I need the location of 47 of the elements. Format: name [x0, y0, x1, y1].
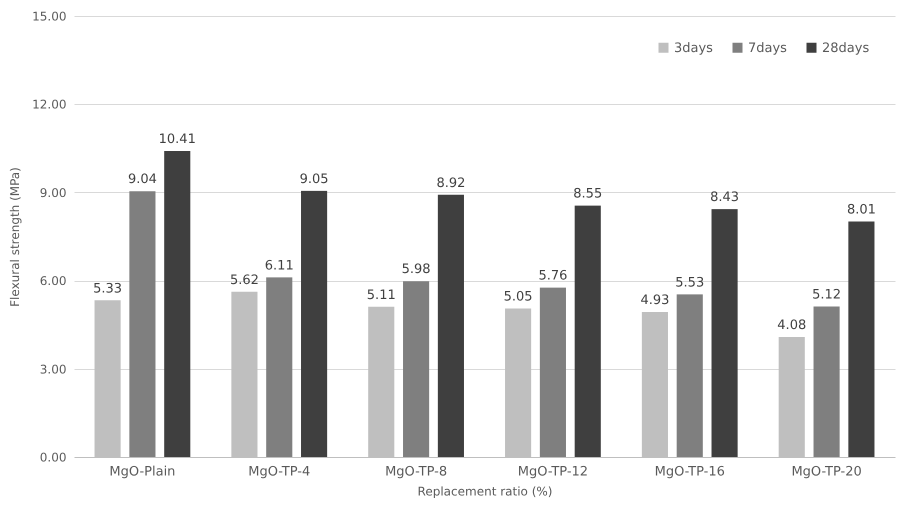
bar [540, 288, 566, 457]
data-label: 9.05 [300, 172, 329, 187]
data-label: 8.55 [573, 186, 602, 202]
x-tick-label: MgO-TP-4 [248, 464, 310, 480]
bar [164, 150, 190, 457]
data-label: 8.43 [710, 190, 740, 206]
data-label: 5.62 [230, 272, 259, 288]
y-tick-label: 3.00 [40, 362, 66, 376]
data-label: 4.08 [777, 318, 806, 334]
y-tick-label: 9.00 [40, 186, 66, 200]
bar [814, 306, 840, 457]
data-label: 5.12 [812, 287, 842, 302]
x-tick-label: MgO-TP-16 [654, 464, 725, 480]
legend-label: 7days [748, 40, 788, 56]
bar [676, 294, 703, 457]
x-tick-label: MgO-Plain [109, 464, 176, 480]
data-label: 5.98 [402, 262, 431, 278]
bar [848, 222, 874, 457]
x-tick-label: MgO-TP-12 [518, 464, 588, 480]
bar [438, 194, 464, 457]
x-tick-label: MgO-TP-8 [385, 464, 448, 480]
data-label: 9.04 [128, 172, 157, 188]
data-label: 6.11 [264, 258, 294, 274]
legend-label: 3days [674, 40, 714, 56]
bar [574, 206, 601, 457]
bar [403, 281, 430, 457]
y-tick-label: 12.00 [32, 98, 66, 112]
y-tick-label: 15.00 [32, 10, 66, 24]
bar [266, 277, 292, 457]
data-label: 5.33 [93, 281, 122, 296]
data-label: 4.93 [640, 293, 670, 308]
data-label: 8.01 [846, 202, 876, 218]
data-label: 8.92 [436, 176, 466, 191]
y-tick-label: 6.00 [40, 274, 66, 288]
bar [712, 209, 738, 457]
bar [129, 191, 156, 457]
legend-label: 28days [822, 40, 870, 56]
data-label: 5.05 [504, 290, 533, 305]
data-label: 5.53 [675, 275, 704, 290]
bar [301, 190, 328, 457]
data-label: 5.11 [366, 288, 396, 303]
x-tick-label: MgO-TP-20 [791, 464, 862, 480]
y-axis-title: Flexural strength (MPa) [8, 167, 22, 307]
data-label: 5.76 [538, 268, 568, 284]
data-label: 10.41 [158, 132, 196, 147]
y-tick-label: 0.00 [40, 450, 66, 464]
x-axis-title: Replacement ratio (%) [418, 484, 552, 498]
